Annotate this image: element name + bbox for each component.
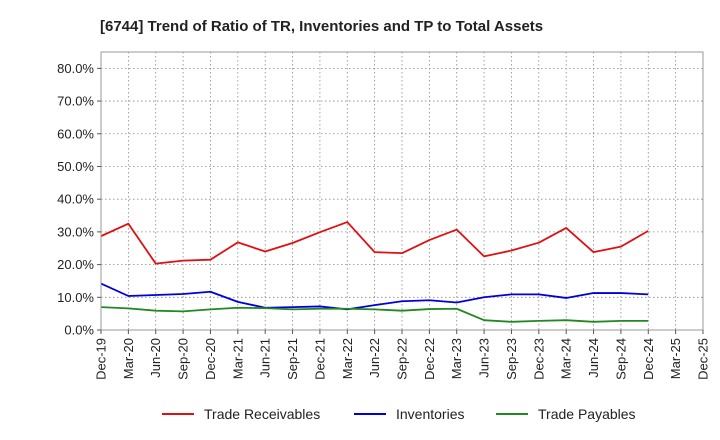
x-tick-label: Dec-19 (94, 338, 109, 380)
series-line-trade-payables (100, 306, 649, 323)
y-tick-label: 40.0% (57, 192, 94, 207)
x-tick-label: Jun-20 (148, 338, 163, 378)
legend: Trade Receivables Inventories Trade Payabl… (162, 406, 636, 422)
x-tick-label: Sep-22 (395, 338, 410, 380)
legend-label: Inventories (396, 406, 464, 422)
x-tick-label: Mar-22 (340, 338, 355, 379)
x-tick-label: Jun-21 (258, 338, 273, 378)
x-tick-label: Sep-21 (285, 338, 300, 380)
x-tick-label: Dec-22 (422, 338, 437, 380)
y-tick-label: 60.0% (57, 126, 94, 141)
x-tick-label: Mar-24 (559, 338, 574, 379)
legend-item: Trade Payables (496, 406, 636, 422)
x-tick-layer: Dec-19 Mar-20 Jun-20 Sep-20 Dec-20 Mar-21 Jun-… (94, 330, 711, 380)
series-line-trade-receivables (100, 221, 649, 265)
legend-label: Trade Receivables (204, 406, 320, 422)
x-tick-label: Sep-20 (176, 338, 191, 380)
x-tick-label: Dec-20 (203, 338, 218, 380)
x-tick-label: Dec-25 (696, 338, 711, 380)
series-line-inventories (100, 282, 649, 311)
x-tick-label: Jun-22 (367, 338, 382, 378)
x-tick-label: Mar-25 (668, 338, 683, 379)
x-tick-label: Dec-21 (312, 338, 327, 380)
y-tick-layer: 0.0% 10.0% 20.0% 30.0% 40.0% 50.0% 60.0% 70.0% 8… (57, 61, 101, 338)
chart-title: [6744] Trend of Ratio of TR, Inventories… (100, 18, 543, 35)
y-tick-label: 50.0% (57, 159, 94, 174)
x-tick-label: Sep-24 (613, 338, 628, 380)
x-tick-label: Mar-23 (449, 338, 464, 379)
legend-item: Trade Receivables (162, 406, 320, 422)
grid-layer (101, 52, 703, 331)
x-tick-label: Dec-24 (641, 338, 656, 380)
x-tick-label: Dec-23 (531, 338, 546, 380)
y-tick-label: 0.0% (64, 323, 94, 338)
y-tick-label: 10.0% (57, 290, 94, 305)
legend-item: Inventories (354, 406, 464, 422)
x-tick-label: Jun-24 (586, 338, 601, 378)
x-tick-label: Jun-23 (477, 338, 492, 378)
x-tick-label: Sep-23 (504, 338, 519, 380)
y-tick-label: 70.0% (57, 94, 94, 109)
y-tick-label: 80.0% (57, 61, 94, 76)
y-tick-label: 30.0% (57, 224, 94, 239)
x-tick-label: Mar-20 (121, 338, 136, 379)
legend-label: Trade Payables (538, 406, 636, 422)
x-tick-label: Mar-21 (230, 338, 245, 379)
y-tick-label: 20.0% (57, 257, 94, 272)
series-layer (100, 221, 649, 323)
